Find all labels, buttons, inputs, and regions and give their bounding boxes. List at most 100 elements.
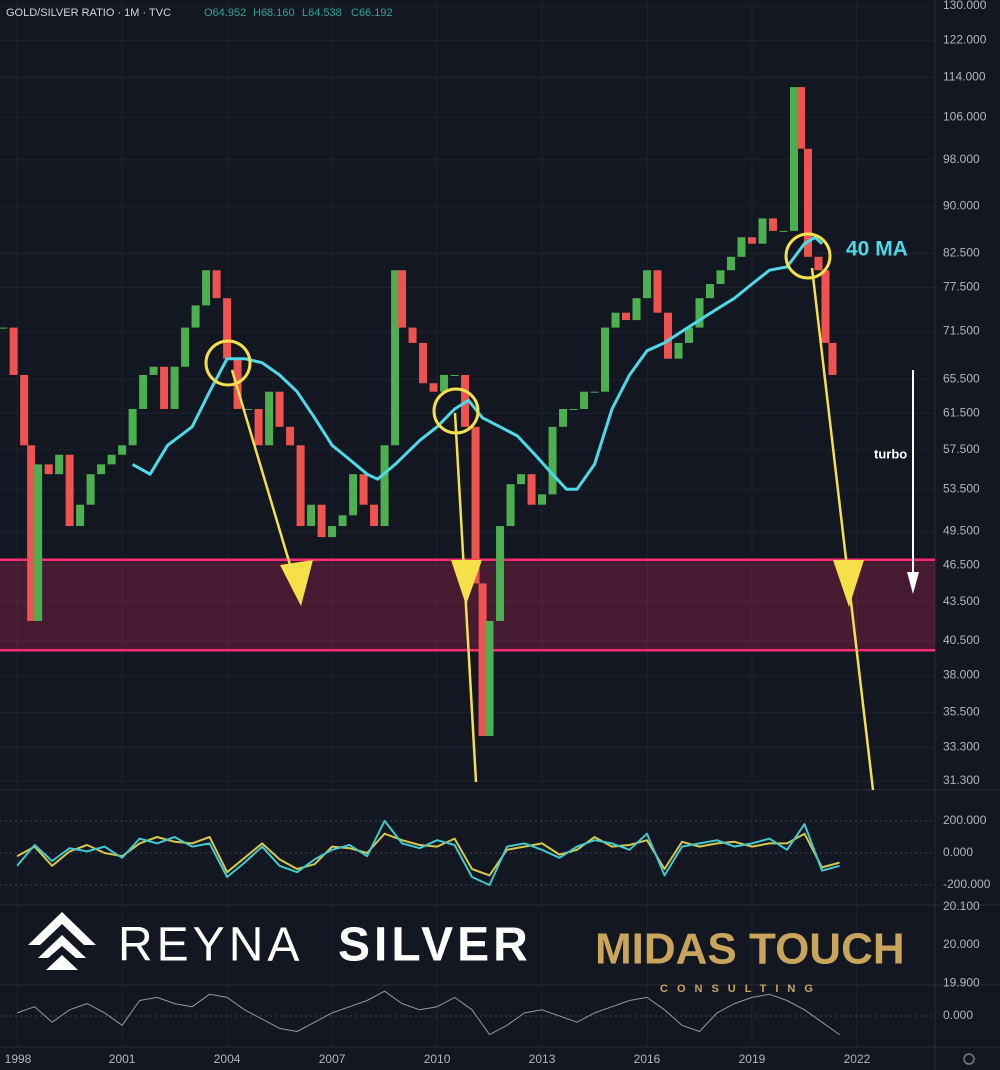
candle xyxy=(359,474,368,505)
y-tick-label: 57.500 xyxy=(943,442,980,456)
y-tick-label: 35.500 xyxy=(943,705,980,719)
logo-text: SILVER xyxy=(338,919,532,972)
settings-icon[interactable] xyxy=(963,1053,975,1065)
candle xyxy=(828,342,837,375)
y-tick-label: 53.500 xyxy=(943,481,980,495)
y-tick-label: -200.000 xyxy=(943,877,991,891)
candle xyxy=(170,366,179,409)
turbo-arrow xyxy=(907,370,919,594)
y-tick-label: 31.300 xyxy=(943,773,980,787)
candle xyxy=(789,87,798,231)
candle xyxy=(758,218,767,244)
ohlc-value: O64.952 xyxy=(204,7,246,19)
candle xyxy=(275,391,284,427)
arrow-heads xyxy=(280,560,864,607)
candle xyxy=(212,270,221,299)
candle xyxy=(408,327,417,343)
arrow-head xyxy=(280,560,313,606)
ma-label: 40 MA xyxy=(846,238,908,261)
candle xyxy=(559,408,568,427)
candle xyxy=(0,327,8,329)
candle xyxy=(307,504,316,527)
candle xyxy=(632,298,641,321)
candle xyxy=(601,327,610,392)
candle xyxy=(643,270,652,299)
y-tick-label: 46.500 xyxy=(943,558,980,572)
y-tick-label: 0.000 xyxy=(943,845,973,859)
candle xyxy=(796,87,805,149)
candle xyxy=(471,426,480,584)
candle xyxy=(118,445,127,455)
candle xyxy=(705,284,714,299)
candle xyxy=(244,408,253,410)
candle xyxy=(814,256,823,271)
x-tick-label: 2022 xyxy=(844,1052,871,1066)
candle xyxy=(328,526,337,538)
candle xyxy=(20,374,29,446)
y-tick-label: 90.000 xyxy=(943,198,980,212)
candle xyxy=(517,474,526,485)
logo-text: REYNA xyxy=(118,919,303,972)
ohlc-value: C66.192 xyxy=(351,7,393,19)
annotation: turbo xyxy=(874,446,907,461)
candle xyxy=(265,391,274,446)
candle xyxy=(538,494,547,505)
candle xyxy=(716,270,725,285)
candle xyxy=(65,454,74,527)
series-line xyxy=(131,235,824,491)
candle xyxy=(450,374,459,376)
turbo-arrow-head xyxy=(907,572,919,594)
candle xyxy=(223,298,232,359)
x-tick-label: 2001 xyxy=(109,1052,136,1066)
arrow-line xyxy=(810,267,875,791)
chart-title: GOLD/SILVER RATIO · 1M · TVC xyxy=(6,7,171,19)
arrow-head xyxy=(833,560,864,607)
x-tick-label: 2010 xyxy=(424,1052,451,1066)
candle xyxy=(429,383,438,392)
logo-subtext: CONSULTING xyxy=(660,983,822,995)
candle xyxy=(128,408,137,446)
candle xyxy=(160,366,169,409)
candle xyxy=(440,374,449,392)
candle xyxy=(338,515,347,527)
candle xyxy=(107,454,116,465)
candle xyxy=(653,270,662,313)
y-tick-label: 130.000 xyxy=(943,0,987,12)
y-tick-label: 106.000 xyxy=(943,109,987,123)
candle xyxy=(181,327,190,367)
series-line xyxy=(16,819,840,886)
candle xyxy=(506,484,515,527)
candle xyxy=(398,270,407,328)
candle xyxy=(768,218,777,231)
candle xyxy=(349,474,358,516)
candle xyxy=(779,230,788,232)
logo-icon xyxy=(28,912,96,970)
candle xyxy=(737,237,746,257)
highlight-circle xyxy=(204,339,252,387)
y-tick-label: 200.000 xyxy=(943,813,987,827)
candle xyxy=(685,327,694,343)
candle xyxy=(149,366,158,375)
candle xyxy=(485,620,494,736)
ohlc-value: L64.538 xyxy=(302,7,342,19)
series-line xyxy=(16,990,840,1036)
candle xyxy=(202,270,211,306)
y-tick-label: 0.000 xyxy=(943,1008,973,1022)
candle xyxy=(191,305,200,328)
candle xyxy=(664,312,673,359)
x-tick-label: 2019 xyxy=(739,1052,766,1066)
candle xyxy=(496,526,505,621)
candle xyxy=(622,312,631,321)
y-tick-label: 114.000 xyxy=(943,70,986,84)
candle xyxy=(747,237,756,244)
candle xyxy=(590,391,599,393)
y-tick-label: 82.500 xyxy=(943,246,980,260)
candle xyxy=(569,408,578,410)
candle xyxy=(254,408,263,446)
candle xyxy=(726,256,735,271)
candle xyxy=(34,464,43,621)
y-tick-label: 65.500 xyxy=(943,371,980,385)
candle xyxy=(286,426,295,446)
